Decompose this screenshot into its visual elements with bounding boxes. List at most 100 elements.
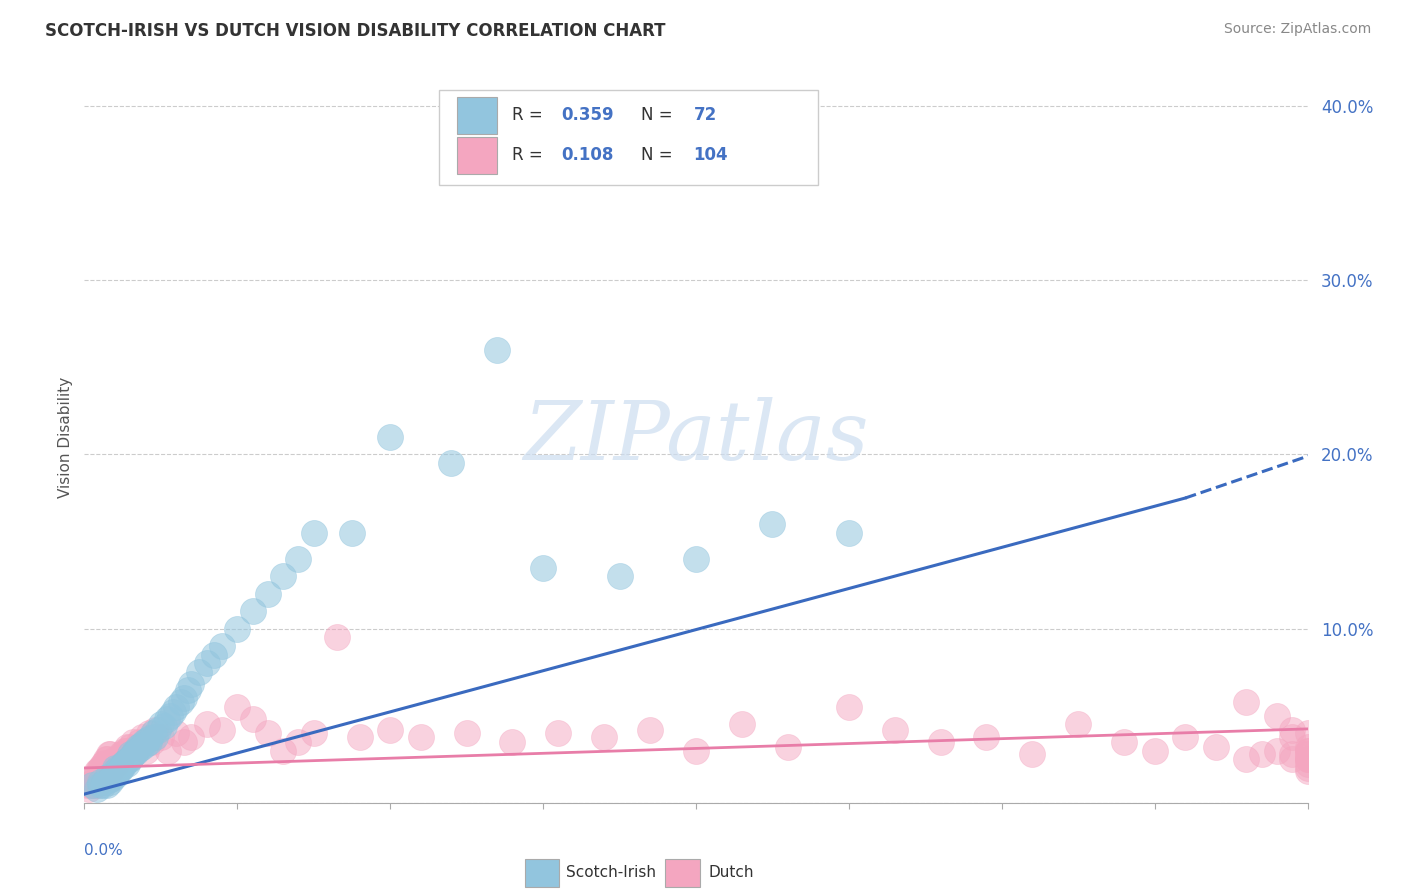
Point: [86, 778, 108, 792]
Point: [349, 730, 371, 744]
Point: [325, 631, 347, 645]
Point: [112, 756, 135, 770]
Point: [1236, 752, 1258, 766]
Text: Scotch-Irish: Scotch-Irish: [567, 864, 657, 880]
Point: [103, 772, 125, 786]
Point: [90, 773, 112, 788]
Point: [80, 775, 103, 789]
Point: [105, 768, 128, 782]
Point: [104, 761, 127, 775]
Point: [302, 525, 325, 540]
Text: 0.0%: 0.0%: [84, 843, 124, 858]
Text: 72: 72: [693, 106, 717, 124]
Bar: [524, 859, 560, 887]
Point: [242, 604, 264, 618]
Point: [97, 773, 120, 788]
Point: [1296, 764, 1319, 779]
Point: [89, 775, 111, 789]
Point: [1296, 740, 1319, 755]
Point: [128, 735, 150, 749]
Point: [111, 759, 134, 773]
Point: [86, 764, 108, 779]
Point: [1296, 743, 1319, 757]
Point: [1296, 757, 1319, 772]
Point: [104, 752, 127, 766]
Text: ZIPatlas: ZIPatlas: [523, 397, 869, 477]
Point: [287, 552, 309, 566]
Point: [127, 740, 149, 755]
Point: [89, 778, 111, 792]
Point: [77, 781, 100, 796]
Point: [108, 752, 131, 766]
Point: [1205, 740, 1227, 755]
Point: [97, 764, 120, 779]
Point: [120, 752, 142, 766]
Point: [1250, 747, 1272, 761]
Point: [107, 752, 129, 766]
Point: [120, 747, 142, 761]
Point: [104, 761, 127, 775]
Point: [1281, 730, 1303, 744]
Point: [98, 775, 121, 789]
Point: [685, 743, 707, 757]
Point: [976, 730, 998, 744]
Point: [1296, 743, 1319, 757]
Point: [87, 775, 110, 789]
Point: [173, 691, 195, 706]
Point: [120, 740, 142, 755]
Text: N =: N =: [641, 106, 678, 124]
Text: N =: N =: [641, 146, 678, 164]
Point: [98, 764, 121, 779]
Point: [80, 778, 103, 792]
Point: [138, 726, 160, 740]
Point: [271, 743, 294, 757]
Point: [838, 700, 860, 714]
Point: [1067, 717, 1090, 731]
Point: [91, 778, 114, 792]
Point: [271, 569, 294, 583]
Bar: [457, 137, 496, 174]
Point: [129, 739, 152, 753]
Point: [89, 775, 111, 789]
Point: [115, 740, 138, 755]
Text: 0.108: 0.108: [561, 146, 614, 164]
Point: [761, 517, 783, 532]
Point: [838, 525, 860, 540]
Point: [1281, 723, 1303, 737]
Point: [226, 622, 249, 636]
Point: [1296, 726, 1319, 740]
Point: [125, 745, 148, 759]
Point: [76, 778, 98, 792]
Point: [1021, 747, 1043, 761]
Point: [93, 775, 115, 789]
Point: [157, 743, 180, 757]
Point: [122, 747, 145, 761]
Point: [91, 770, 114, 784]
Point: [156, 712, 179, 726]
Point: [486, 343, 509, 357]
Point: [110, 761, 132, 775]
FancyBboxPatch shape: [439, 90, 818, 185]
Point: [159, 708, 181, 723]
Point: [257, 587, 280, 601]
Point: [91, 757, 114, 772]
Point: [107, 761, 129, 775]
Point: [195, 657, 218, 671]
Point: [1265, 743, 1288, 757]
Point: [114, 743, 136, 757]
Point: [118, 752, 141, 766]
Point: [153, 719, 176, 733]
Point: [84, 770, 107, 784]
Point: [112, 743, 135, 757]
Point: [84, 778, 107, 792]
Point: [83, 770, 105, 784]
Point: [86, 781, 108, 796]
Point: [111, 757, 134, 772]
Point: [1296, 747, 1319, 761]
Point: [139, 731, 162, 746]
Point: [149, 730, 172, 744]
Point: [165, 726, 187, 740]
Point: [143, 723, 166, 737]
Point: [97, 747, 120, 761]
Point: [135, 737, 157, 751]
